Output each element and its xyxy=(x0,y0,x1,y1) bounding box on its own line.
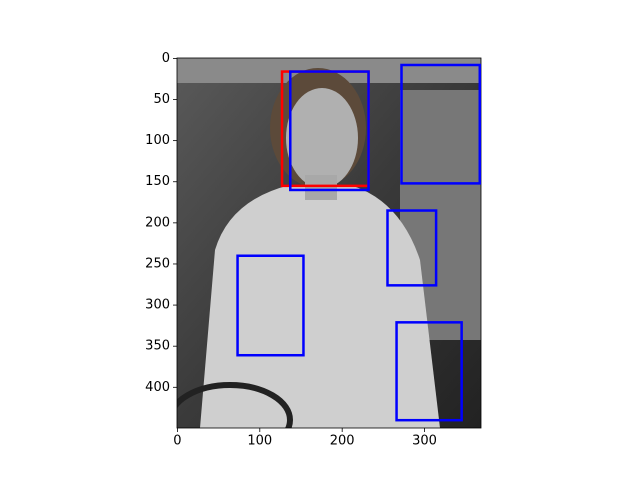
y-tick-label: 50 xyxy=(153,92,170,107)
x-tick-label: 0 xyxy=(173,434,181,449)
bounding-box xyxy=(289,70,370,192)
bounding-box xyxy=(236,254,305,357)
axes: 0 100 200 300 0 50 100 150 200 250 300 350 400 xyxy=(145,51,482,449)
y-tick-label: 100 xyxy=(145,133,170,148)
bounding-box xyxy=(386,209,438,287)
image xyxy=(177,58,481,428)
y-tick-label: 0 xyxy=(162,51,170,66)
photo-face xyxy=(286,88,358,188)
y-tick-label: 250 xyxy=(145,256,170,271)
bounding-box xyxy=(395,321,463,422)
x-tick-label: 100 xyxy=(247,434,272,449)
bounding-box xyxy=(400,63,482,185)
x-tick-label: 300 xyxy=(412,434,437,449)
x-tick-label: 200 xyxy=(330,434,355,449)
photo-neck xyxy=(305,175,337,200)
photo-racket xyxy=(177,382,293,428)
axes-frame xyxy=(176,57,482,429)
y-tick-label: 400 xyxy=(145,380,170,395)
y-tick-label: 200 xyxy=(145,215,170,230)
y-tick-label: 350 xyxy=(145,339,170,354)
y-tick-label: 150 xyxy=(145,174,170,189)
y-tick-label: 300 xyxy=(145,298,170,313)
photo-body xyxy=(200,185,440,428)
